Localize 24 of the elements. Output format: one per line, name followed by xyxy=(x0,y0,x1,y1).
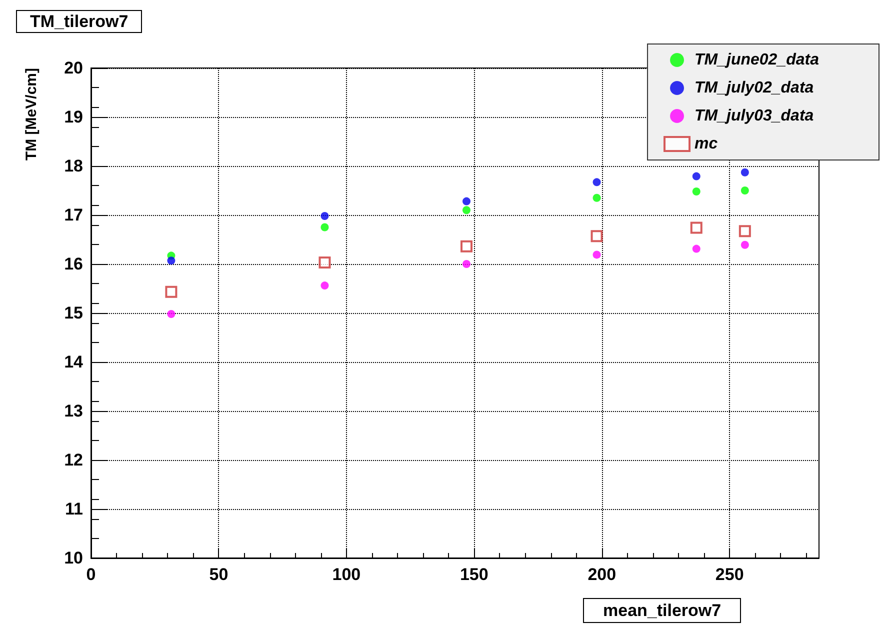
x-tick-label: 0 xyxy=(86,565,96,584)
y-tick-label: 10 xyxy=(64,548,83,568)
chart-title: TM_tilerow7 xyxy=(30,12,128,31)
legend-label: TM_july02_data xyxy=(694,80,814,96)
x-tick-label: 200 xyxy=(588,565,616,584)
legend-label: TM_june02_data xyxy=(694,52,820,68)
x-tick-label: 150 xyxy=(460,565,488,584)
x-tick-label: 100 xyxy=(332,565,361,584)
x-tick-label: 50 xyxy=(209,565,228,584)
y-tick-label: 20 xyxy=(64,58,83,78)
y-tick-label: 17 xyxy=(64,206,83,224)
legend-label: TM_july03_data xyxy=(694,108,814,124)
y-tick-label: 15 xyxy=(64,304,83,322)
y-tick-label: 13 xyxy=(64,402,83,420)
y-tick-label: 19 xyxy=(64,108,83,126)
y-axis-title: TM [MeV/cm] xyxy=(23,68,40,161)
y-tick-label: 14 xyxy=(64,352,84,372)
x-axis-title: mean_tilerow7 xyxy=(603,601,722,620)
y-tick-label: 16 xyxy=(64,254,83,274)
legend-label: mc xyxy=(694,136,718,152)
y-tick-label: 12 xyxy=(64,450,83,470)
y-tick-label: 11 xyxy=(65,500,83,518)
x-tick-label: 250 xyxy=(715,565,744,584)
y-tick-label: 18 xyxy=(64,156,83,176)
